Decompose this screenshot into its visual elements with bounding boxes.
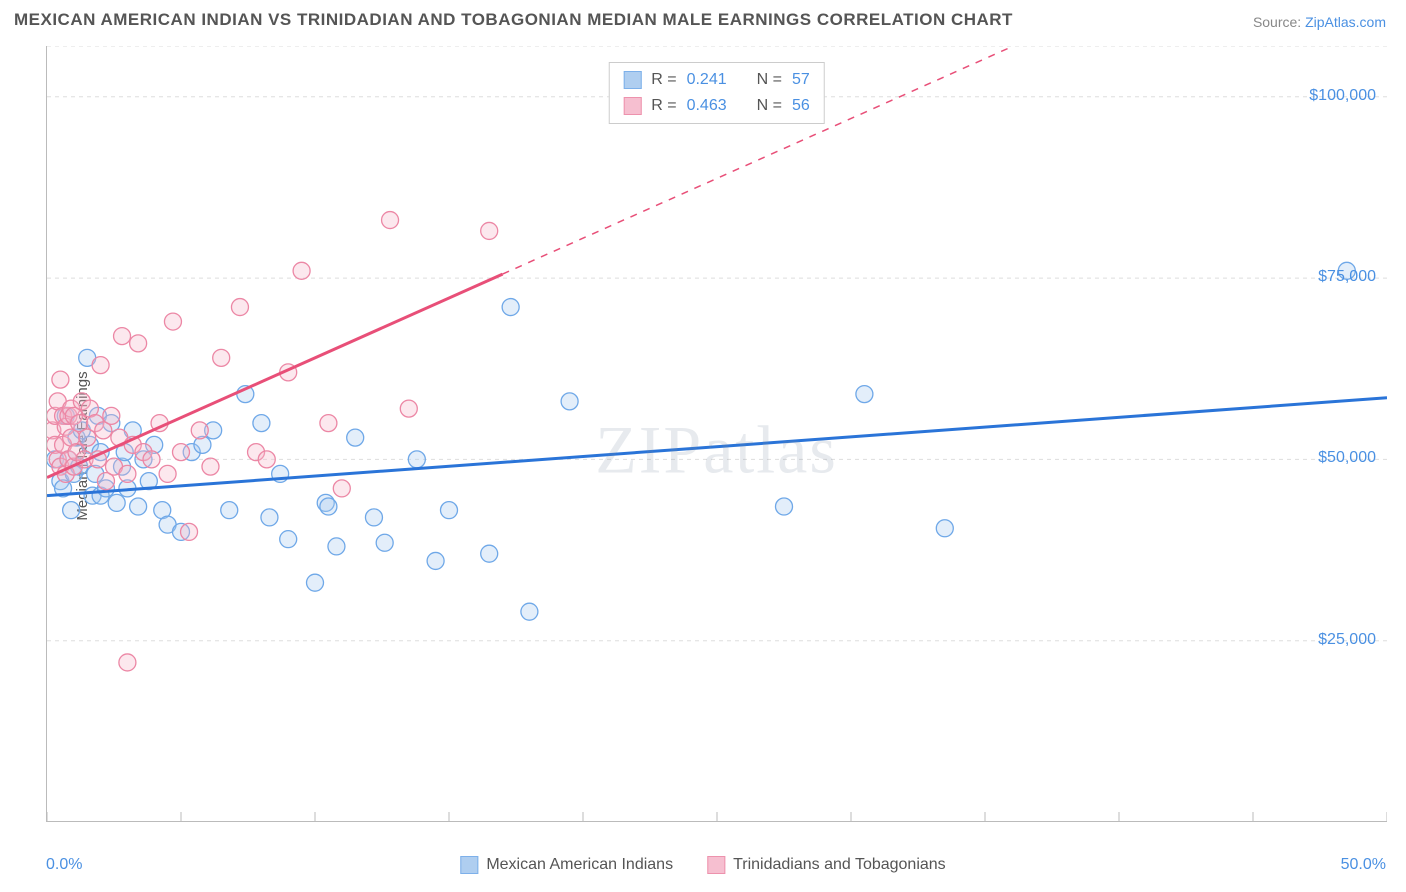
legend-swatch-tt [623, 97, 641, 115]
n-value-tt: 56 [792, 93, 810, 119]
r-label-tt: R = [651, 93, 676, 119]
legend-label-tt: Trinidadians and Tobagonians [733, 856, 946, 874]
legend-item-mai: Mexican American Indians [460, 856, 673, 874]
legend-swatch-mai [623, 71, 641, 89]
y-tick-75000: $75,000 [1318, 268, 1376, 286]
y-tick-25000: $25,000 [1318, 631, 1376, 649]
chart-title: MEXICAN AMERICAN INDIAN VS TRINIDADIAN A… [14, 10, 1013, 30]
legend-swatch-tt-bottom [707, 856, 725, 874]
legend-row-tt: R = 0.463 N = 56 [623, 93, 810, 119]
legend-label-mai: Mexican American Indians [486, 856, 673, 874]
y-tick-100000: $100,000 [1309, 87, 1376, 105]
source-attribution: Source: ZipAtlas.com [1253, 14, 1386, 30]
r-label-mai: R = [651, 67, 676, 93]
r-value-mai: 0.241 [687, 67, 727, 93]
y-tick-50000: $50,000 [1318, 449, 1376, 467]
legend-item-tt: Trinidadians and Tobagonians [707, 856, 946, 874]
source-link[interactable]: ZipAtlas.com [1305, 14, 1386, 30]
series-legend: Mexican American Indians Trinidadians an… [460, 856, 945, 874]
legend-row-mai: R = 0.241 N = 57 [623, 67, 810, 93]
n-label-mai: N = [757, 67, 782, 93]
n-value-mai: 57 [792, 67, 810, 93]
scatter-plot: ZIPatlas R = 0.241 N = 57 R = 0.463 N = … [46, 46, 1386, 822]
x-tick-left: 0.0% [46, 856, 82, 874]
plot-svg [47, 46, 1387, 822]
correlation-legend: R = 0.241 N = 57 R = 0.463 N = 56 [608, 62, 825, 124]
source-prefix: Source: [1253, 14, 1305, 30]
n-label-tt: N = [757, 93, 782, 119]
legend-swatch-mai-bottom [460, 856, 478, 874]
r-value-tt: 0.463 [687, 93, 727, 119]
x-tick-right: 50.0% [1341, 856, 1386, 874]
